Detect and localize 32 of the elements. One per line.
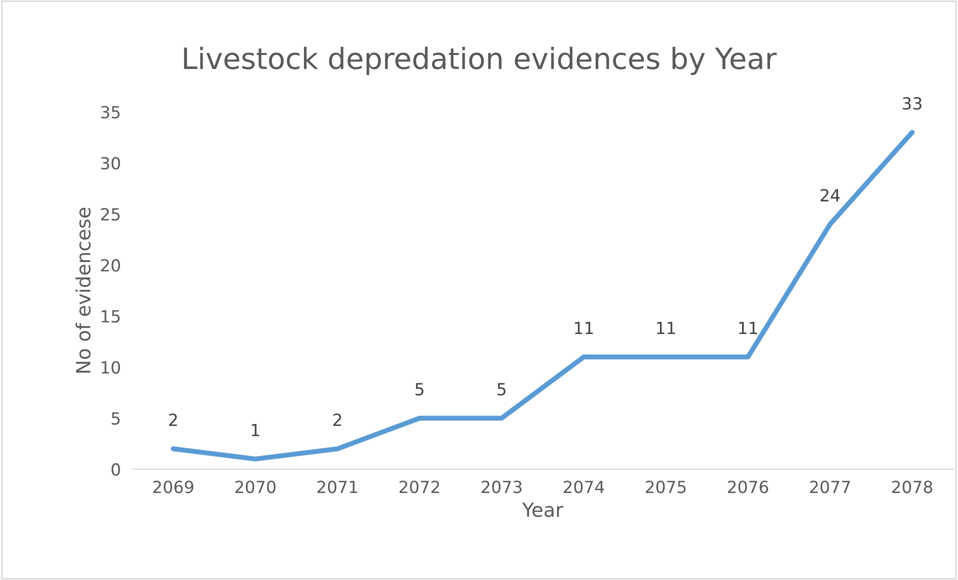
x-tick-label: 2070 bbox=[235, 480, 276, 494]
data-label: 2 bbox=[333, 414, 342, 426]
data-label: 11 bbox=[739, 322, 758, 334]
x-tick-label: 2071 bbox=[317, 480, 358, 494]
x-tick-label: 2076 bbox=[728, 480, 768, 494]
y-axis-title: No of evidencese bbox=[76, 208, 91, 373]
x-tick-label: 2075 bbox=[646, 480, 686, 494]
x-tick-label: 2073 bbox=[482, 480, 522, 494]
y-tick-label: 0 bbox=[112, 463, 120, 476]
x-tick-label: 2074 bbox=[564, 480, 604, 494]
x-axis-title: Year bbox=[522, 502, 564, 518]
y-tick-label: 5 bbox=[112, 412, 120, 425]
x-tick-label: 2072 bbox=[400, 480, 440, 494]
chart-title: Livestock depredation evidences by Year bbox=[184, 46, 777, 76]
data-label: 5 bbox=[416, 383, 424, 396]
data-label: 33 bbox=[902, 97, 922, 110]
x-tick-label: 2077 bbox=[810, 480, 850, 494]
data-label: 2 bbox=[169, 414, 177, 426]
line-series bbox=[170, 130, 915, 462]
y-tick-label: 35 bbox=[101, 106, 120, 119]
y-tick-label: 10 bbox=[102, 361, 120, 374]
x-tick-label: 2069 bbox=[153, 480, 194, 494]
data-label: 1 bbox=[252, 424, 260, 436]
y-tick-label: 15 bbox=[102, 310, 120, 323]
x-tick-label: 2078 bbox=[892, 480, 932, 494]
data-label: 24 bbox=[820, 188, 840, 202]
data-label: 5 bbox=[498, 383, 506, 396]
y-tick-label: 30 bbox=[101, 156, 120, 170]
y-tick-label: 20 bbox=[101, 259, 120, 272]
data-label: 11 bbox=[574, 322, 593, 334]
y-tick-label: 25 bbox=[101, 208, 120, 221]
data-label: 11 bbox=[657, 322, 675, 334]
